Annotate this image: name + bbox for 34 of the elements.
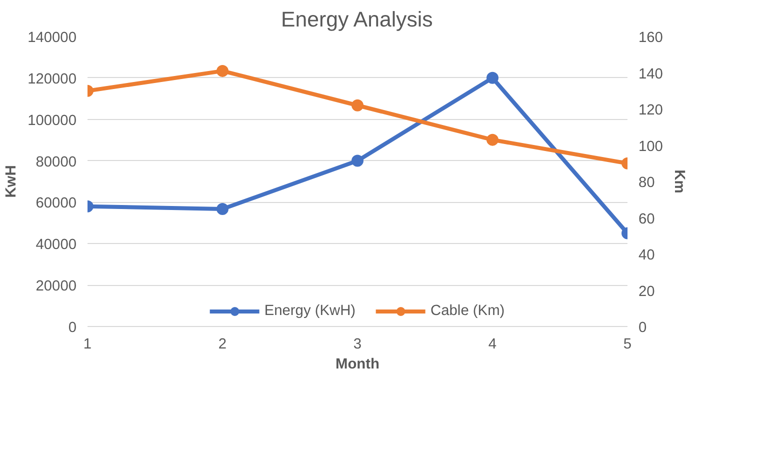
y-tick-label: 80000	[36, 154, 77, 170]
y2-tick-label: 100	[638, 138, 663, 155]
y-tick-label: 60000	[36, 196, 77, 212]
legend-label: Cable (Km)	[430, 303, 505, 319]
y-tick-label: 100000	[28, 112, 77, 129]
y2-axis-title: Km	[670, 170, 687, 194]
y2-tick-label: 140	[638, 66, 663, 82]
y-tick-label: 120000	[28, 71, 77, 88]
point	[352, 154, 364, 167]
y2-tick-label: 160	[638, 30, 663, 46]
x-tick-label: 4	[488, 336, 497, 352]
point	[216, 203, 228, 216]
y2-tick-label: 60	[638, 211, 655, 228]
y2-tick-label: 40	[638, 248, 655, 264]
y2-tick-label: 0	[638, 320, 647, 336]
y-tick-label: 40000	[36, 237, 77, 254]
legend-label: Energy (KwH)	[264, 303, 356, 319]
x-axis-title: Month	[336, 356, 380, 372]
x-tick-label: 1	[83, 336, 92, 352]
y-tick-label: 0	[68, 320, 77, 336]
point	[486, 72, 498, 84]
y2-tick-label: 120	[638, 102, 663, 118]
y-tick-label: 20000	[36, 278, 77, 295]
x-tick-label: 3	[353, 336, 362, 352]
point	[486, 134, 498, 146]
chart-title: Energy Analysis	[281, 8, 433, 32]
x-tick-label: 5	[623, 336, 632, 352]
y-axis-title: KwH	[4, 165, 20, 198]
point	[216, 64, 228, 77]
point	[352, 99, 364, 112]
y2-tick-label: 80	[638, 175, 655, 191]
y-tick-label: 140000	[28, 30, 77, 46]
x-tick-label: 2	[218, 336, 227, 352]
y2-tick-label: 20	[638, 284, 655, 300]
